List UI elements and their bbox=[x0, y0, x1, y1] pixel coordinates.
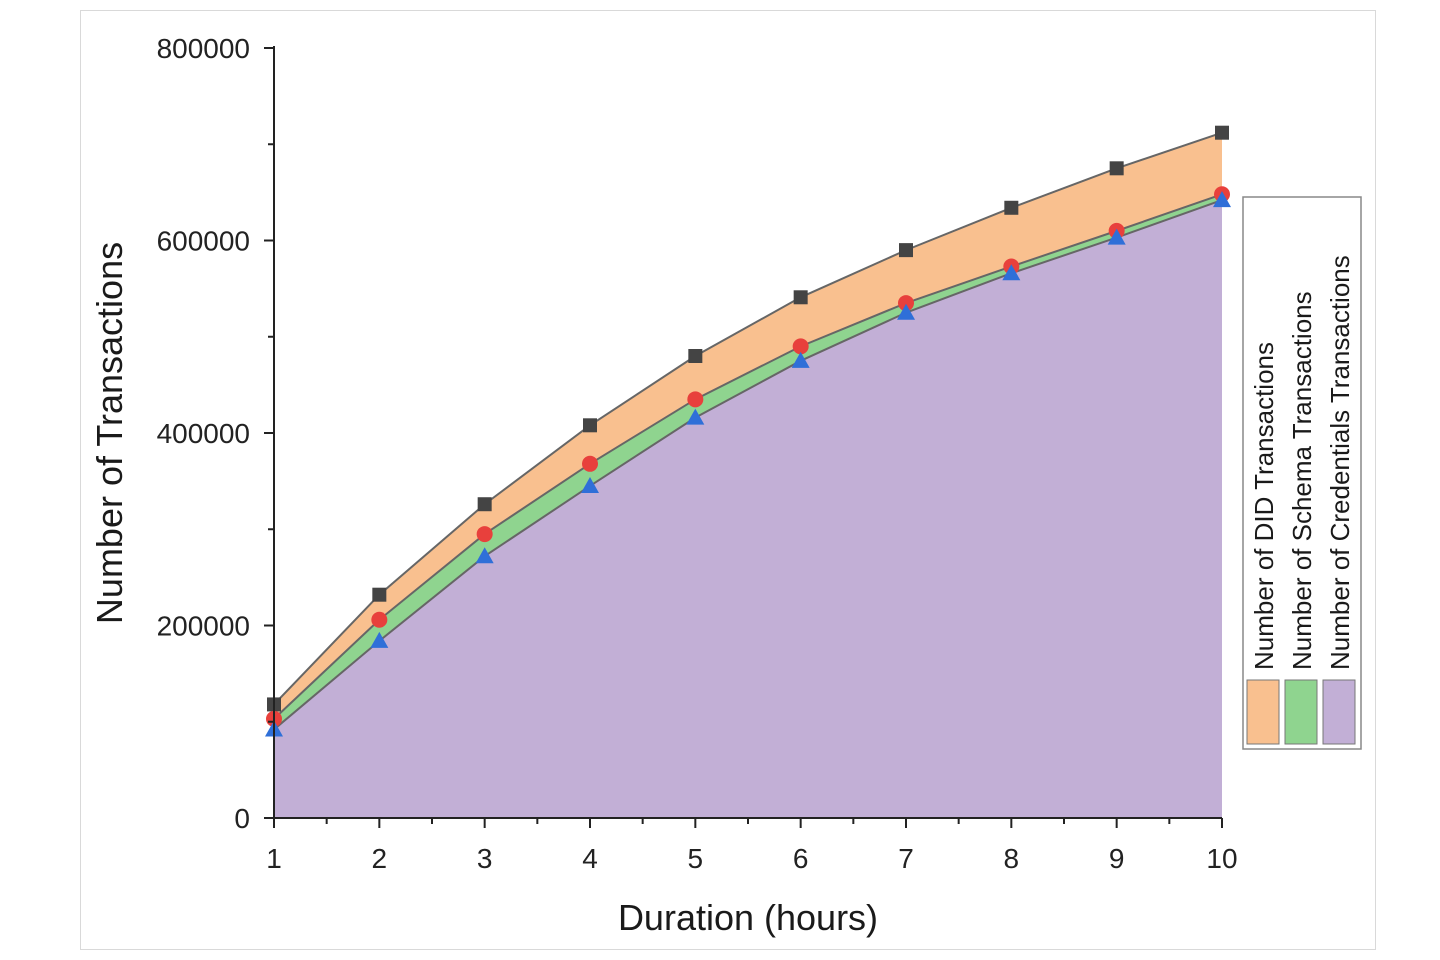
marker-series-3-point-2 bbox=[370, 631, 389, 648]
x-tick-label-2: 2 bbox=[372, 843, 388, 874]
marker-series-3-point-6 bbox=[791, 351, 810, 368]
y-axis-title: Number of Transactions bbox=[89, 242, 130, 624]
area-series-3 bbox=[274, 200, 1222, 818]
y-tick-label-5: 800000 bbox=[157, 33, 250, 64]
marker-series-1-point-10 bbox=[1215, 125, 1229, 140]
marker-series-1-point-3 bbox=[477, 497, 492, 512]
legend-label-2: Number of Schema Transactions bbox=[1287, 291, 1317, 670]
marker-series-3-point-7 bbox=[897, 303, 915, 320]
x-tick-label-7: 7 bbox=[898, 843, 914, 874]
legend-swatch-2 bbox=[1284, 679, 1318, 745]
x-tick-label-3: 3 bbox=[477, 843, 493, 874]
y-tick-label-2: 200000 bbox=[157, 611, 250, 642]
axes: 0 200000 400000 600000 800000 1 2 3 4 5 6 7 8 9 10 bbox=[157, 33, 1238, 874]
marker-series-1-point-7 bbox=[899, 243, 913, 258]
x-tick-label-4: 4 bbox=[582, 843, 598, 874]
series-lines bbox=[273, 131, 1223, 731]
series-markers bbox=[265, 125, 1231, 737]
marker-series-3-point-8 bbox=[1002, 264, 1021, 281]
marker-series-2-point-4 bbox=[582, 455, 598, 472]
marker-series-1-point-2 bbox=[372, 587, 387, 602]
marker-series-3-point-9 bbox=[1107, 228, 1126, 245]
marker-series-2-point-6 bbox=[792, 338, 809, 355]
line-series-3 bbox=[273, 199, 1223, 731]
y-tick-label-1: 0 bbox=[234, 803, 250, 834]
x-tick-label-6: 6 bbox=[793, 843, 809, 874]
marker-series-3-point-5 bbox=[686, 408, 705, 425]
x-axis-title: Duration (hours) bbox=[618, 897, 878, 938]
marker-series-2-point-2 bbox=[371, 611, 388, 628]
legend-label-3: Number of Credentials Transactions bbox=[1325, 255, 1355, 670]
x-tick-label-8: 8 bbox=[1004, 843, 1020, 874]
marker-series-1-point-5 bbox=[688, 349, 703, 363]
marker-series-3-point-4 bbox=[581, 476, 599, 493]
y-tick-label-4: 600000 bbox=[157, 226, 250, 257]
marker-series-1-point-8 bbox=[1004, 200, 1019, 215]
legend-label-1: Number of DID Transactions bbox=[1249, 342, 1279, 670]
marker-series-1-point-6 bbox=[793, 290, 808, 305]
x-tick-label-5: 5 bbox=[688, 843, 704, 874]
marker-series-1-point-4 bbox=[583, 418, 597, 433]
legend-box bbox=[1242, 196, 1362, 750]
y-tick-label-3: 400000 bbox=[157, 418, 250, 449]
marker-series-2-point-3 bbox=[476, 526, 493, 543]
line-series-2 bbox=[273, 193, 1223, 720]
x-tick-label-9: 9 bbox=[1109, 843, 1125, 874]
x-tick-label-1: 1 bbox=[266, 843, 282, 874]
legend-swatch-3 bbox=[1322, 679, 1356, 745]
line-series-1 bbox=[273, 131, 1223, 706]
marker-series-2-point-7 bbox=[898, 295, 914, 312]
legend: Number of DID Transactions Number of Sche… bbox=[1242, 196, 1362, 750]
marker-series-3-point-10 bbox=[1213, 191, 1231, 208]
marker-series-1-point-9 bbox=[1109, 161, 1124, 176]
area-layers bbox=[274, 132, 1222, 819]
marker-series-3-point-3 bbox=[475, 547, 494, 564]
x-tick-label-10: 10 bbox=[1206, 843, 1237, 874]
legend-swatch-1 bbox=[1246, 679, 1280, 745]
marker-series-2-point-5 bbox=[687, 391, 704, 408]
